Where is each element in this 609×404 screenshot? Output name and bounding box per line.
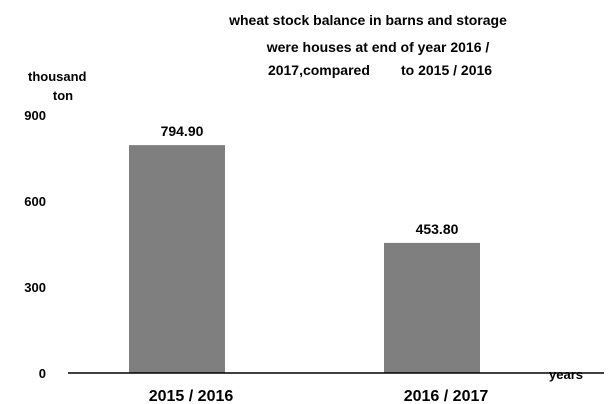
chart-title: wheat stock balance in barns and storage… <box>228 12 507 78</box>
data-labels: 794.90 453.80 <box>161 123 459 237</box>
bar-data-label: 794.90 <box>161 123 204 139</box>
bar <box>129 145 225 373</box>
y-axis-label-line-1: thousand <box>28 69 87 84</box>
x-category-label: 2015 / 2016 <box>149 388 234 404</box>
y-tick-label: 900 <box>24 108 46 123</box>
bar-data-label: 453.80 <box>416 221 459 237</box>
y-tick-label: 0 <box>39 366 46 381</box>
y-tick-label: 600 <box>24 194 46 209</box>
y-axis-label-line-2: ton <box>53 88 73 103</box>
y-axis-ticks: 0 300 600 900 <box>24 108 46 381</box>
bars <box>129 145 480 373</box>
bar <box>384 242 480 373</box>
x-category-label: 2016 / 2017 <box>404 388 489 404</box>
y-tick-label: 300 <box>24 280 46 295</box>
chart-title-line-1: wheat stock balance in barns and storage <box>228 12 507 28</box>
chart-title-line-3: 2017,compared to 2015 / 2016 <box>268 62 492 78</box>
chart-title-line-2: were houses at end of year 2016 / <box>266 39 490 55</box>
x-axis-categories: 2015 / 2016 2016 / 2017 <box>149 388 489 404</box>
x-axis-label: years <box>549 367 583 382</box>
